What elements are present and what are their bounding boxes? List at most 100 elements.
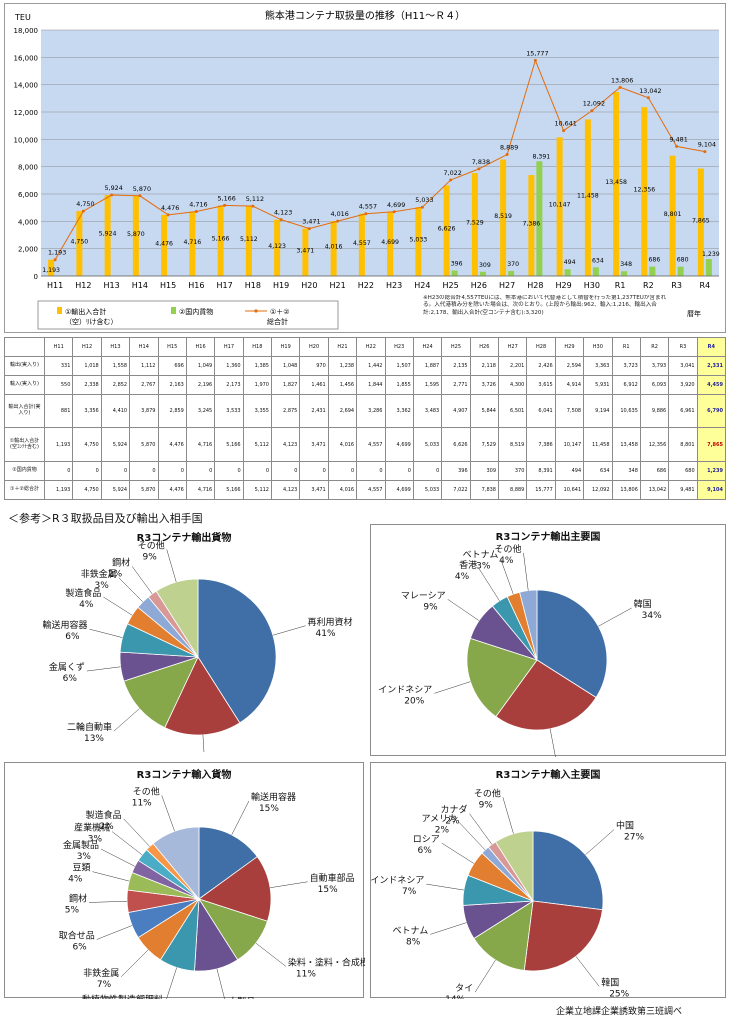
pie-slice-label: アメリカ (422, 813, 458, 824)
table-cell: 2,201 (497, 355, 528, 376)
table-cell: 2,173 (214, 374, 244, 395)
y-unit-label: TEU (14, 13, 31, 22)
table-cell: 2,767 (129, 374, 159, 395)
table-row-label: 輸出(実入り) (4, 355, 45, 376)
table-cell: 10,147 (554, 427, 585, 463)
total-marker (618, 85, 622, 89)
pie-slice-label: カナダ (441, 804, 468, 816)
table-cell: 1,193 (43, 480, 74, 500)
bar-export-import (697, 168, 704, 276)
pie-slice-label: 再利用資材 (308, 616, 353, 628)
bar-export-import (500, 159, 507, 276)
pie-slice (123, 656, 199, 729)
total-value-label: 1,193 (48, 249, 66, 257)
total-value-label: 4,476 (161, 204, 179, 212)
table-cell: 6,790 (696, 393, 727, 429)
pie-slice-pct: 8% (406, 937, 421, 947)
pie-slice-pct: 25% (609, 989, 629, 999)
table-cell: 5,166 (214, 480, 244, 500)
table-cell: 370 (497, 461, 528, 482)
pie-slice-pct: 3% (77, 852, 92, 862)
pie-slice-pct: 6% (418, 846, 433, 856)
total-marker (703, 150, 707, 154)
bar-export-import (415, 207, 422, 276)
table-cell: 0 (412, 461, 443, 482)
table-cell: 1,442 (356, 355, 386, 376)
table-cell: 13,042 (639, 480, 670, 500)
table-cell: 1,385 (242, 355, 273, 376)
y-tick-label: 18,000 (14, 27, 39, 35)
table-cell: 5,924 (100, 480, 131, 500)
domestic-value-label: 686 (648, 257, 660, 264)
pie-slice-label: ベトナム (393, 925, 429, 936)
pie-slice-label: 韓国 (634, 599, 652, 610)
table-header-cell: H19 (270, 337, 301, 357)
table-cell: 5,870 (129, 427, 159, 463)
table-cell: 7,386 (526, 427, 556, 463)
domestic-value-label: 8,391 (533, 153, 551, 160)
pie-leader-line (469, 813, 493, 845)
table-header-cell: R3 (668, 337, 698, 357)
x-tick-label: R3 (671, 281, 682, 290)
x-tick-label: R1 (615, 281, 626, 290)
bar-export-import (104, 195, 111, 276)
x-tick-label: H11 (47, 281, 63, 290)
table-cell: 1,855 (384, 374, 414, 395)
pie-leader-line (502, 797, 514, 834)
bar-domestic (564, 269, 571, 276)
pie-leader-line (100, 848, 135, 867)
pie-leader-line (118, 577, 144, 603)
total-marker (138, 194, 142, 198)
y-tick-label: 14,000 (14, 82, 39, 90)
total-marker (420, 205, 424, 209)
table-cell: 2,338 (72, 374, 102, 395)
table-cell: 11,458 (583, 427, 613, 463)
bar-domestic (536, 161, 543, 276)
total-value-label: 15,777 (526, 49, 548, 57)
pie-slice-label: 輸送用容器 (43, 619, 88, 631)
table-cell: 3,471 (299, 427, 329, 463)
bar-export-import (76, 211, 83, 276)
pie-slice-label: タイ (455, 983, 473, 994)
table-cell: 4,476 (157, 427, 187, 463)
table-cell: 13,458 (611, 427, 641, 463)
total-marker (675, 144, 679, 148)
table-cell: 0 (185, 461, 216, 482)
bar-export-import (443, 185, 450, 276)
table-cell: 0 (72, 461, 102, 482)
pie-leader-line (549, 728, 558, 767)
x-tick-label: H16 (188, 281, 204, 290)
table-cell: 0 (356, 461, 386, 482)
table-row-label: 輸入(実入り) (4, 374, 45, 395)
x-tick-label: R2 (643, 281, 654, 290)
x-tick-label: H13 (104, 281, 120, 290)
pie-slice-pct: 3% (95, 581, 110, 591)
total-marker (194, 210, 198, 214)
table-cell: 2,431 (299, 393, 329, 429)
data-table: H11 H12 H13 H14 H15 H16 H17 H18 H19 H20 H21 H22 H23 H… (4, 337, 727, 500)
x-tick-label: H29 (556, 281, 572, 290)
bar-value-label: 4,699 (381, 239, 399, 246)
total-marker (533, 58, 537, 62)
table-cell: 6,093 (639, 374, 670, 395)
bar-domestic (649, 266, 656, 276)
table-cell: 5,844 (469, 393, 500, 429)
pie-slice-label: 中国 (559, 756, 577, 757)
pie-leader-line (166, 549, 177, 583)
table-cell: 5,870 (129, 480, 159, 500)
table-cell: 1,360 (214, 355, 244, 376)
pie-slice-pct: 4% (455, 572, 470, 582)
pie-slice-pct: 7% (402, 887, 417, 897)
table-cell: 12,356 (639, 427, 670, 463)
pie-export-cargo: R3コンテナ輸出貨物 再利用資材41%染料・塗料・合成樹脂16%二輪自動車13%… (6, 526, 362, 782)
table-cell: 3,286 (356, 393, 386, 429)
total-marker (505, 153, 509, 157)
table-cell: 680 (668, 461, 698, 482)
bar-export-import (302, 228, 309, 276)
total-marker (336, 219, 340, 223)
table-row-label: ①＋②総合計 (4, 480, 45, 500)
bar-value-label: 5,924 (99, 231, 117, 238)
table-cell: 3,726 (469, 374, 500, 395)
legend-label-line: ①＋② (270, 308, 290, 316)
